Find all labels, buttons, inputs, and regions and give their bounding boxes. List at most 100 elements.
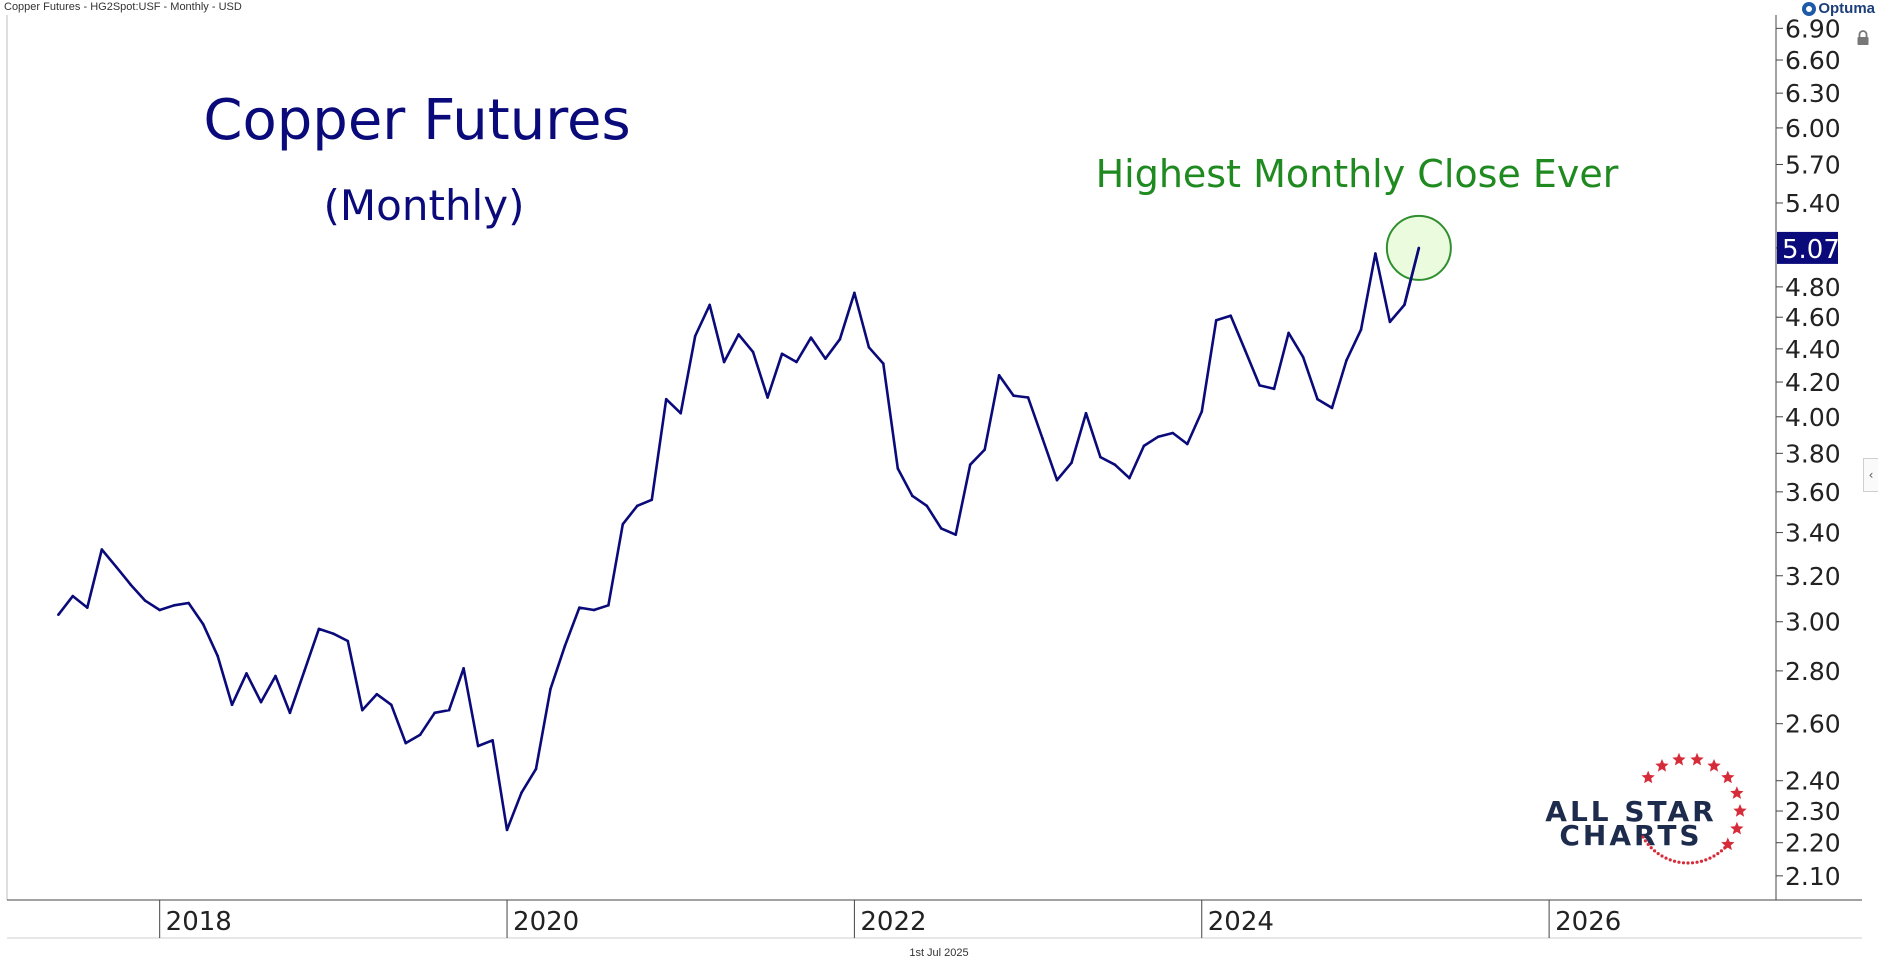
data-point <box>549 687 552 691</box>
data-point <box>838 337 842 341</box>
data-point <box>1359 328 1363 332</box>
logo-dot <box>1677 860 1681 864</box>
data-point <box>780 352 784 356</box>
data-point <box>650 498 654 502</box>
data-point <box>853 291 856 295</box>
data-point <box>1012 394 1015 398</box>
data-point <box>1041 437 1044 440</box>
data-point <box>201 622 205 626</box>
data-point <box>997 373 1001 377</box>
data-point <box>86 606 89 609</box>
data-point <box>1272 387 1276 391</box>
y-tick-label: 6.60 <box>1785 46 1841 75</box>
data-point <box>621 522 625 526</box>
lock-icon[interactable] <box>1856 30 1870 46</box>
data-point <box>1171 431 1175 435</box>
data-point <box>447 708 451 712</box>
x-tick-label: 2022 <box>860 907 926 937</box>
logo-star-icon <box>1641 770 1655 784</box>
y-tick-label: 2.20 <box>1785 829 1841 858</box>
chart-title: Copper Futures <box>203 88 630 153</box>
logo-dot <box>1708 856 1712 860</box>
series-group <box>57 246 1421 832</box>
data-point <box>607 604 610 607</box>
data-point <box>563 644 567 648</box>
data-point <box>679 411 683 415</box>
data-point <box>983 448 986 451</box>
data-point <box>592 608 596 612</box>
y-tick-label: 3.60 <box>1785 478 1841 507</box>
optuma-logo: Optuma <box>1802 0 1875 17</box>
y-tick-label: 5.40 <box>1785 189 1841 218</box>
data-point <box>1374 252 1377 255</box>
data-point <box>303 669 306 673</box>
y-tick-label: 2.10 <box>1785 862 1841 891</box>
data-point <box>635 504 639 508</box>
data-point <box>274 674 277 678</box>
collapse-panel-button[interactable]: ‹ <box>1863 458 1878 492</box>
data-point <box>795 360 798 364</box>
x-tick-label: 2020 <box>513 907 579 937</box>
logo-dot <box>1690 861 1695 865</box>
x-tick-label: 2018 <box>166 907 232 937</box>
y-tick-label: 4.40 <box>1785 335 1841 364</box>
logo-dot <box>1652 849 1657 853</box>
data-point <box>100 548 104 551</box>
logo-dot <box>1656 851 1660 856</box>
data-point <box>143 599 147 602</box>
data-point <box>534 767 538 771</box>
data-point <box>1243 349 1247 352</box>
y-tick-label: 3.00 <box>1785 608 1841 637</box>
data-point <box>1026 396 1030 399</box>
data-point <box>824 357 827 360</box>
y-tick-label: 2.60 <box>1785 710 1841 739</box>
logo-dot <box>1672 859 1677 863</box>
y-tick-label: 4.00 <box>1785 403 1841 432</box>
logo-dot <box>1704 858 1708 862</box>
last-segment <box>1403 247 1421 306</box>
y-tick-label: 4.20 <box>1785 368 1841 397</box>
data-point <box>1200 410 1204 413</box>
data-point <box>578 606 581 609</box>
data-point <box>216 654 219 658</box>
axes-group: 6.90 6.60 6.30 6.00 5.70 5.40 4.804.60 4.40 4.20… <box>6 14 1862 939</box>
logo-dot <box>1695 860 1699 864</box>
data-point <box>433 711 436 715</box>
data-point <box>939 527 943 530</box>
chart-header-title: Copper Futures - HG2Spot:USF - Monthly -… <box>4 1 242 13</box>
data-point <box>505 828 509 832</box>
y-tick-label: 2.40 <box>1785 767 1841 796</box>
y-tick-label: 3.40 <box>1785 519 1841 548</box>
data-point <box>230 703 234 707</box>
y-tick-label: 3.20 <box>1785 562 1841 591</box>
logo-star-icon <box>1721 770 1735 784</box>
data-point <box>1258 384 1261 387</box>
chart-subtitle: (Monthly) <box>324 181 525 230</box>
last-price-tag <box>1777 231 1838 264</box>
data-point <box>968 463 972 466</box>
data-point <box>722 360 726 364</box>
y-tick-label: 5.70 <box>1785 150 1841 179</box>
data-point <box>418 733 422 737</box>
last-price-label: 5.07 <box>1782 235 1840 265</box>
data-point <box>491 739 494 742</box>
data-point <box>361 708 364 712</box>
highest-close-callout: Highest Monthly Close Ever <box>1096 152 1619 196</box>
logo-dot <box>1646 842 1650 847</box>
logo-star-icon <box>1733 804 1747 817</box>
logo-dot <box>1668 858 1672 862</box>
data-point <box>882 362 885 365</box>
footer-date: 1st Jul 2025 <box>909 947 969 959</box>
logo-dot <box>1649 846 1653 850</box>
y-tick-label: 6.30 <box>1785 79 1841 108</box>
data-point <box>317 627 321 631</box>
data-point <box>1287 331 1290 335</box>
data-point <box>389 703 393 707</box>
data-point <box>114 565 118 569</box>
optuma-logo-icon <box>1802 1 1817 16</box>
data-point <box>1099 455 1102 459</box>
y-tick-label: 4.60 <box>1785 303 1841 332</box>
logo-dot <box>1719 849 1724 853</box>
